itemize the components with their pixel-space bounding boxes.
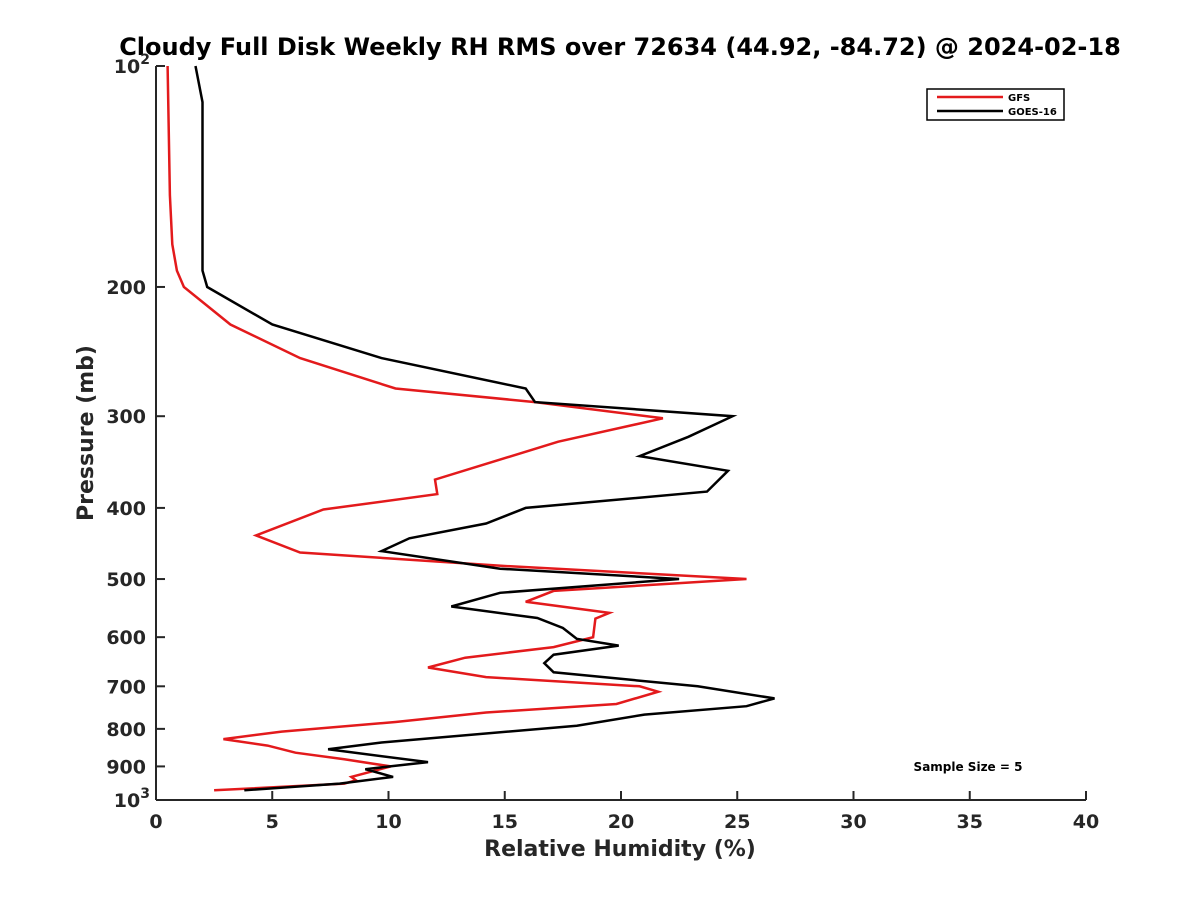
x-axis-label: Relative Humidity (%) <box>484 837 756 862</box>
y-axis-label: Pressure (mb) <box>74 345 99 521</box>
plot-area: 0 5 10 15 20 25 30 35 40 102 200 300 400 500 600 700 800… <box>106 52 1099 833</box>
series-line-goes-16 <box>194 65 775 792</box>
x-tick-label: 30 <box>840 811 866 833</box>
x-tick-label: 20 <box>608 811 634 833</box>
legend: GFS GOES-16 <box>926 88 1065 121</box>
y-tick-label: 700 <box>106 676 146 698</box>
x-tick-label: 5 <box>266 811 279 833</box>
y-tick-label: 300 <box>106 406 146 428</box>
y-tick-label: 800 <box>106 719 146 741</box>
x-tick-label: 15 <box>492 811 518 833</box>
y-tick-label: 600 <box>106 627 146 649</box>
x-tick-label: 0 <box>149 811 162 833</box>
legend-label: GFS <box>1008 93 1030 104</box>
x-tick-label: 35 <box>957 811 983 833</box>
y-tick-label: 400 <box>106 498 146 520</box>
y-tick-label: 102 <box>114 52 150 78</box>
x-tick-label: 40 <box>1073 811 1099 833</box>
y-tick-label: 103 <box>114 786 150 812</box>
y-tick-label: 500 <box>106 569 146 591</box>
chart-title: Cloudy Full Disk Weekly RH RMS over 7263… <box>119 33 1121 61</box>
y-tick-label: 900 <box>106 756 146 778</box>
legend-box <box>926 88 1065 121</box>
x-tick-label: 25 <box>724 811 750 833</box>
y-tick-label: 200 <box>106 277 146 299</box>
series-line-gfs <box>166 65 747 792</box>
legend-label: GOES-16 <box>1008 107 1057 118</box>
sample-size-annotation: Sample Size = 5 <box>914 760 1023 774</box>
x-tick-label: 10 <box>375 811 401 833</box>
